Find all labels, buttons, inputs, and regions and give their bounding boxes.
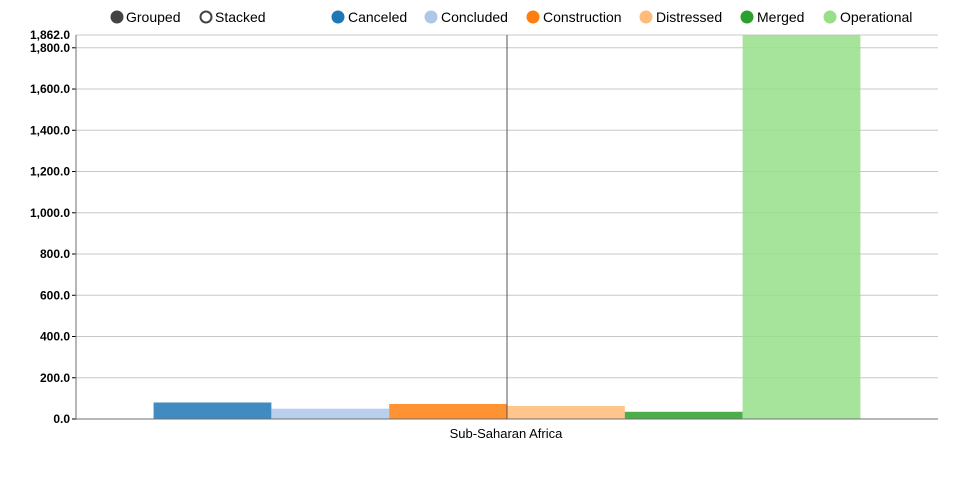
legend-item-canceled[interactable]: Canceled	[331, 9, 408, 25]
legend-swatch-icon	[740, 10, 754, 24]
x-category-label: Sub-Saharan Africa	[450, 426, 564, 441]
y-tick-label: 200.0	[40, 371, 70, 385]
y-tick-label: 1,000.0	[30, 206, 70, 220]
bars	[153, 35, 861, 419]
legend-item-merged[interactable]: Merged	[740, 9, 805, 25]
y-tick-label: 800.0	[40, 247, 70, 261]
control-label: Stacked	[215, 9, 266, 25]
legend-label: Concluded	[441, 9, 508, 25]
legend-label: Merged	[757, 9, 804, 25]
axes	[75, 35, 938, 420]
legend-item-operational[interactable]: Operational	[823, 9, 913, 25]
control-grouped[interactable]: Grouped	[110, 9, 181, 25]
bar-distressed[interactable]	[507, 406, 625, 419]
y-tick-label: 1,800.0	[30, 41, 70, 55]
legend-item-construction[interactable]: Construction	[526, 9, 622, 25]
y-tick-label: 0.0	[53, 412, 70, 426]
legend-item-concluded[interactable]: Concluded	[424, 9, 508, 25]
y-axis-ticks: 0.0 200.0 400.0 600.0 800.0 1,000.0 1,200.0 1,4…	[30, 28, 76, 426]
legend-label: Operational	[840, 9, 912, 25]
y-max-label: 1,862.0	[30, 28, 70, 42]
bar-construction[interactable]	[389, 403, 507, 419]
legend-label: Construction	[543, 9, 622, 25]
legend-item-distressed[interactable]: Distressed	[639, 9, 723, 25]
legend-label: Canceled	[348, 9, 407, 25]
bar-concluded[interactable]	[271, 408, 390, 419]
legend-swatch-icon	[823, 10, 837, 24]
bar-merged[interactable]	[624, 411, 743, 419]
legend-swatch-icon	[424, 10, 438, 24]
legend-label: Distressed	[656, 9, 722, 25]
legend-swatch-icon	[639, 10, 653, 24]
bar-canceled[interactable]	[153, 402, 272, 419]
y-tick-label: 1,200.0	[30, 165, 70, 179]
control-label: Grouped	[126, 9, 180, 25]
legend-swatch-icon	[526, 10, 540, 24]
legend-swatch-icon	[331, 10, 345, 24]
radio-selected-icon	[110, 10, 124, 24]
chart-legend: Canceled Concluded Construction Distressed M…	[331, 9, 913, 25]
y-tick-label: 600.0	[40, 288, 70, 302]
x-axis-labels: Sub-Saharan Africa	[450, 426, 564, 441]
bar-operational[interactable]	[742, 35, 861, 419]
radio-unselected-icon	[199, 10, 213, 24]
y-tick-label: 400.0	[40, 330, 70, 344]
y-tick-label: 1,600.0	[30, 82, 70, 96]
chart-mode-controls: Grouped Stacked	[110, 9, 266, 25]
control-stacked[interactable]: Stacked	[199, 9, 266, 25]
y-tick-label: 1,400.0	[30, 123, 70, 137]
